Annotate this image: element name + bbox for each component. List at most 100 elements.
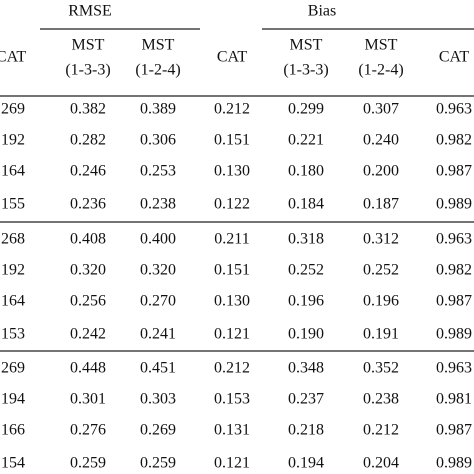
cell: .192 (0, 132, 25, 149)
cell: 0.242 (70, 326, 106, 343)
cell: 0.307 (363, 101, 399, 118)
cell: 0.252 (288, 262, 324, 279)
cell: 0.306 (140, 132, 176, 149)
cell: 0.131 (214, 422, 250, 439)
cell: 0.221 (288, 132, 324, 149)
cell: 0.320 (70, 262, 106, 279)
cell: 0.196 (288, 293, 324, 310)
cell: .154 (0, 455, 25, 472)
group-header: RMSE (68, 3, 112, 20)
cell: 0.241 (140, 326, 176, 343)
cell: .269 (0, 360, 25, 377)
cell: 0.987 (436, 422, 472, 439)
cell: 0.212 (363, 422, 399, 439)
cell: 0.318 (288, 231, 324, 248)
column-header: CAT (217, 49, 247, 66)
cell: 0.212 (214, 360, 250, 377)
cell: 0.382 (70, 101, 106, 118)
column-header: MST (72, 37, 105, 54)
cell: 0.987 (436, 293, 472, 310)
cell: 0.256 (70, 293, 106, 310)
cell: .153 (0, 326, 25, 343)
cell: 0.121 (214, 455, 250, 472)
cell: 0.981 (436, 391, 472, 408)
cell: 0.963 (436, 360, 472, 377)
cell: 0.212 (214, 101, 250, 118)
cell: 0.270 (140, 293, 176, 310)
cell: 0.352 (363, 360, 399, 377)
cell: 0.253 (140, 163, 176, 180)
cell: 0.130 (214, 293, 250, 310)
column-header: CAT (0, 49, 26, 66)
cell: 0.259 (140, 455, 176, 472)
cell: 0.299 (288, 101, 324, 118)
cell: 0.269 (140, 422, 176, 439)
cell: .166 (0, 422, 25, 439)
cell: 0.276 (70, 422, 106, 439)
cell: 0.236 (70, 196, 106, 213)
cell: 0.153 (214, 391, 250, 408)
cell: 0.400 (140, 231, 176, 248)
cell: 0.151 (214, 132, 250, 149)
cell: 0.191 (363, 326, 399, 343)
cell: 0.989 (436, 455, 472, 472)
cell: .164 (0, 163, 25, 180)
cell: 0.130 (214, 163, 250, 180)
cell: 0.348 (288, 360, 324, 377)
cell: 0.238 (363, 391, 399, 408)
cell: 0.312 (363, 231, 399, 248)
cell: 0.963 (436, 101, 472, 118)
column-header: MST (365, 37, 398, 54)
cell: .268 (0, 231, 25, 248)
cell: 0.180 (288, 163, 324, 180)
cell: 0.259 (70, 455, 106, 472)
cell: .155 (0, 196, 25, 213)
cell: 0.190 (288, 326, 324, 343)
group-header: Bias (308, 3, 336, 20)
column-header: CAT (439, 49, 469, 66)
cell: 0.451 (140, 360, 176, 377)
cell: 0.121 (214, 326, 250, 343)
cell: 0.240 (363, 132, 399, 149)
cell: 0.448 (70, 360, 106, 377)
column-header: (1-3-3) (283, 62, 328, 79)
cell: 0.982 (436, 132, 472, 149)
cell: 0.187 (363, 196, 399, 213)
cell: .194 (0, 391, 25, 408)
column-header: MST (290, 37, 323, 54)
cell: 0.204 (363, 455, 399, 472)
cell: 0.252 (363, 262, 399, 279)
cell: 0.196 (363, 293, 399, 310)
cell: 0.282 (70, 132, 106, 149)
cell: 0.246 (70, 163, 106, 180)
column-header: (1-3-3) (65, 62, 110, 79)
cell: 0.301 (70, 391, 106, 408)
cell: 0.963 (436, 231, 472, 248)
cell: 0.122 (214, 196, 250, 213)
cell: 0.989 (436, 196, 472, 213)
cell: .192 (0, 262, 25, 279)
column-header: (1-2-4) (358, 62, 403, 79)
column-header: MST (142, 37, 175, 54)
cell: 0.238 (140, 196, 176, 213)
cell: 0.237 (288, 391, 324, 408)
cell: 0.200 (363, 163, 399, 180)
column-header: (1-2-4) (135, 62, 180, 79)
cell: 0.151 (214, 262, 250, 279)
cell: 0.408 (70, 231, 106, 248)
cell: 0.389 (140, 101, 176, 118)
cell: 0.184 (288, 196, 324, 213)
cell: .164 (0, 293, 25, 310)
cell: 0.989 (436, 326, 472, 343)
cell: 0.987 (436, 163, 472, 180)
cell: 0.982 (436, 262, 472, 279)
cell: 0.194 (288, 455, 324, 472)
cell: 0.303 (140, 391, 176, 408)
cell: 0.320 (140, 262, 176, 279)
cell: 0.218 (288, 422, 324, 439)
cell: 0.211 (214, 231, 249, 248)
cell: .269 (0, 101, 25, 118)
